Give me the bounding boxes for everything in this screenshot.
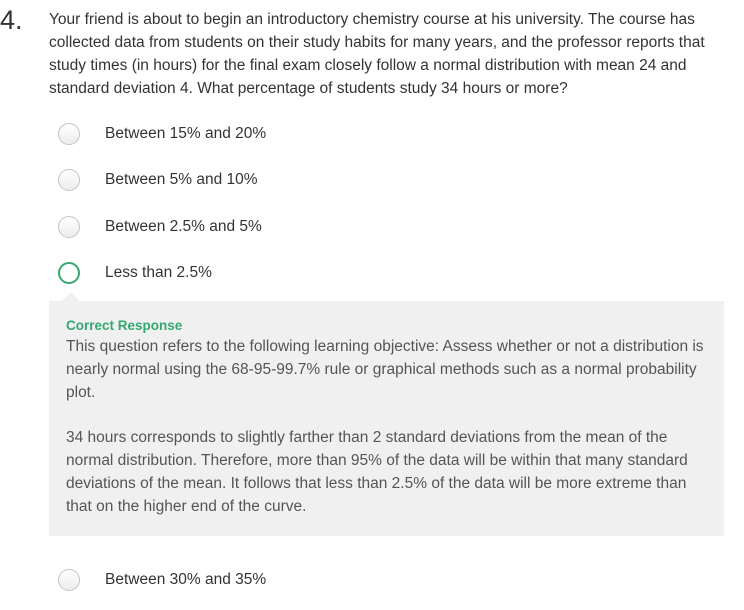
radio-button[interactable] xyxy=(58,123,80,145)
feedback-title: Correct Response xyxy=(66,318,183,333)
answer-option-5[interactable]: Between 30% and 35% xyxy=(58,565,266,595)
question-text: Your friend is about to begin an introdu… xyxy=(49,11,705,97)
feedback-panel: Correct Response This question refers to… xyxy=(49,292,724,536)
feedback-paragraph: 34 hours corresponds to slightly farther… xyxy=(66,429,688,515)
answer-option-4[interactable]: Less than 2.5% xyxy=(58,258,212,288)
answer-option-2[interactable]: Between 5% and 10% xyxy=(58,165,258,195)
option-label: Between 2.5% and 5% xyxy=(105,218,262,235)
question-number: 4. xyxy=(0,5,23,35)
answer-option-1[interactable]: Between 15% and 20% xyxy=(58,119,266,149)
answer-option-3[interactable]: Between 2.5% and 5% xyxy=(58,212,262,242)
radio-button-correct[interactable] xyxy=(58,262,80,284)
radio-button[interactable] xyxy=(58,569,80,591)
option-label: Between 15% and 20% xyxy=(105,125,267,142)
radio-button[interactable] xyxy=(58,169,80,191)
feedback-paragraph: This question refers to the following le… xyxy=(66,338,704,401)
option-label: Between 30% and 35% xyxy=(105,571,267,588)
option-label: Between 5% and 10% xyxy=(105,171,258,188)
radio-button[interactable] xyxy=(58,216,80,238)
option-label: Less than 2.5% xyxy=(105,264,212,281)
